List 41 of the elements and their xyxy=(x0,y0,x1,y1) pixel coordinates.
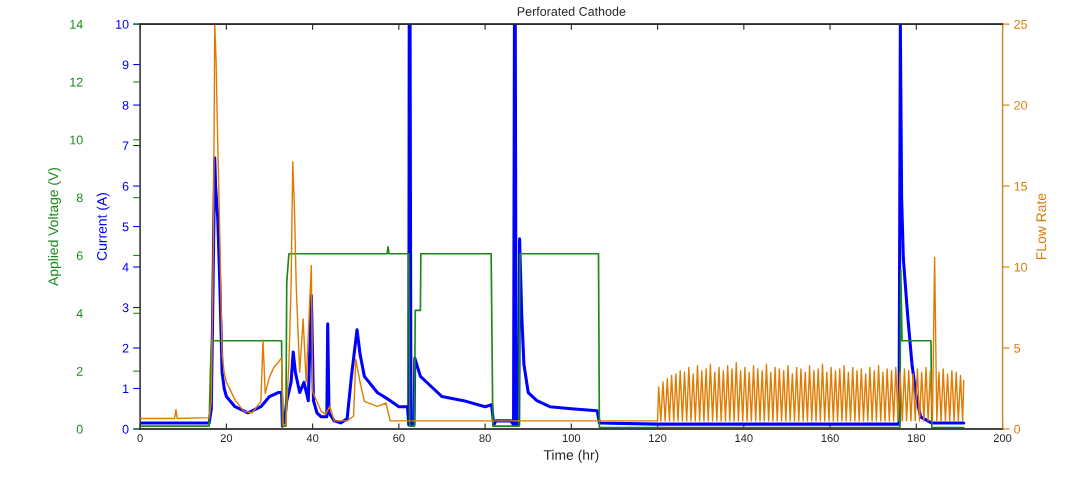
y2-tick-label: 12 xyxy=(70,77,83,87)
x-tick-label: 80 xyxy=(479,434,491,442)
y-tick-label: 6 xyxy=(122,181,129,191)
y-tick-label: 8 xyxy=(122,100,129,110)
y2-tick-label: 2 xyxy=(76,366,83,376)
x-tick-label: 100 xyxy=(562,434,581,442)
x-tick-label: 140 xyxy=(735,434,753,442)
y3-tick-label: 10 xyxy=(1014,262,1028,272)
y2-tick-label: 10 xyxy=(70,135,83,145)
y3-tick-label: 5 xyxy=(1014,343,1021,353)
x-axis-title: Time (hr) xyxy=(543,449,599,463)
y-tick-label: 9 xyxy=(122,60,129,70)
x-tick-label: 200 xyxy=(993,434,1012,442)
x-tick-label: 160 xyxy=(821,434,839,442)
y2-tick-label: 14 xyxy=(70,20,83,29)
y2-tick-label: 8 xyxy=(76,193,83,203)
y-tick-label: 1 xyxy=(123,384,129,394)
y-tick-label: 0 xyxy=(122,424,129,434)
x-tick-label: 0 xyxy=(137,434,143,442)
y-tick-label: 3 xyxy=(122,303,129,313)
y-tick-label: 4 xyxy=(122,262,129,272)
y-tick-label: 2 xyxy=(122,343,129,353)
y3-tick-label: 20 xyxy=(1014,100,1028,110)
y-tick-label: 7 xyxy=(122,141,129,151)
y2-tick-label: 0 xyxy=(76,424,83,434)
x-tick-label: 180 xyxy=(907,434,926,442)
chart-title: Perforated Cathode xyxy=(517,6,626,16)
y2-tick-label: 4 xyxy=(76,309,83,318)
x-tick-label: 40 xyxy=(306,434,319,442)
x-tick-label: 60 xyxy=(393,434,405,442)
y2-axis-title: Applied Voltage (V) xyxy=(48,167,61,286)
x-tick-label: 20 xyxy=(220,434,233,442)
x-tick-label: 120 xyxy=(649,434,667,442)
y3-axis-title: FLow Rate xyxy=(1036,193,1047,259)
y-tick-label: 5 xyxy=(122,222,129,232)
y3-tick-label: 0 xyxy=(1014,424,1021,434)
y3-tick-label: 15 xyxy=(1014,181,1028,191)
y2-tick-label: 6 xyxy=(76,251,83,261)
y-axis-title: Current (A) xyxy=(96,193,110,261)
y-tick-label: 10 xyxy=(116,19,129,29)
y3-tick-label: 25 xyxy=(1014,19,1028,29)
